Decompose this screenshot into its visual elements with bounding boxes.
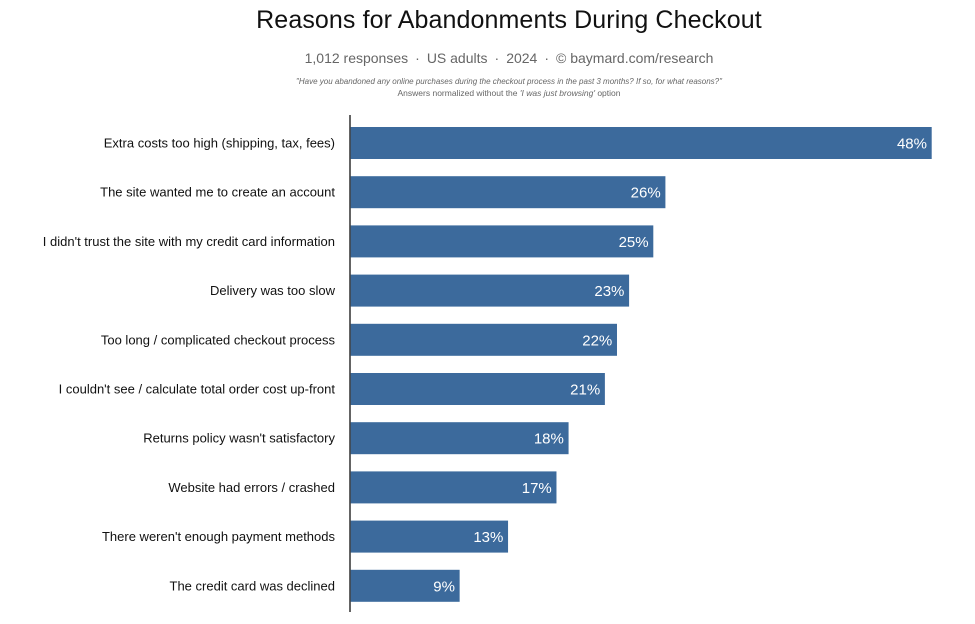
responses-count: 1,012 responses [304,50,409,66]
bar-row: The credit card was declined 9% [170,569,460,602]
value-label: 9% [433,578,455,595]
bar [350,520,509,553]
bar-row: Extra costs too high (shipping, tax, fee… [104,127,932,159]
bar-row: I couldn't see / calculate total order c… [59,373,605,405]
value-label: 22% [582,332,612,349]
bar [350,373,605,405]
value-label: 25% [619,234,649,251]
audience: US adults [426,50,488,66]
bar [350,225,654,258]
category-label: There weren't enough payment methods [102,529,336,544]
bar [350,176,666,209]
note-emphasis: 'I was just browsing' [519,88,595,98]
bar [350,471,557,504]
chart-title: Reasons for Abandonments During Checkout [256,6,762,34]
bar [350,274,630,307]
bar-row: Too long / complicated checkout process 2… [101,323,617,356]
bar-row: Delivery was too slow 23% [210,274,630,307]
bar-row: I didn't trust the site with my credit c… [43,225,654,258]
category-label: Extra costs too high (shipping, tax, fee… [104,136,335,151]
survey-question: "Have you abandoned any online purchases… [296,77,722,86]
category-label: Too long / complicated checkout process [101,332,336,347]
category-label: Delivery was too slow [210,283,336,298]
chart-subtitle: 1,012 responses · US adults · 2024 · © baymard… [304,50,714,66]
note-suffix: option [594,88,621,98]
bar-row: The site wanted me to create an account 2… [100,176,666,209]
value-label: 13% [473,529,503,546]
bar [350,422,569,455]
category-label: Website had errors / crashed [168,480,335,495]
bar-row: Website had errors / crashed 17% [168,471,557,504]
bar-row: There weren't enough payment methods 13% [102,520,509,553]
note-prefix: Answers normalized without the [397,88,520,98]
survey-year: 2024 [506,50,538,66]
category-label: The credit card was declined [170,578,335,593]
value-label: 48% [897,136,927,153]
source-credit: © baymard.com/research [556,50,714,66]
value-label: 17% [522,480,552,497]
value-label: 26% [631,185,661,202]
bar [350,127,932,159]
bar [350,569,460,602]
category-label: I didn't trust the site with my credit c… [43,234,335,249]
category-label: The site wanted me to create an account [100,185,335,200]
bar-row: Returns policy wasn't satisfactory 18% [143,422,569,455]
value-label: 23% [594,283,624,300]
category-label: Returns policy wasn't satisfactory [143,431,335,446]
value-label: 18% [534,431,564,448]
value-label: 21% [570,382,600,399]
category-label: I couldn't see / calculate total order c… [59,382,336,397]
bar [350,323,617,356]
normalization-note: Answers normalized without the 'I was ju… [0,88,975,98]
